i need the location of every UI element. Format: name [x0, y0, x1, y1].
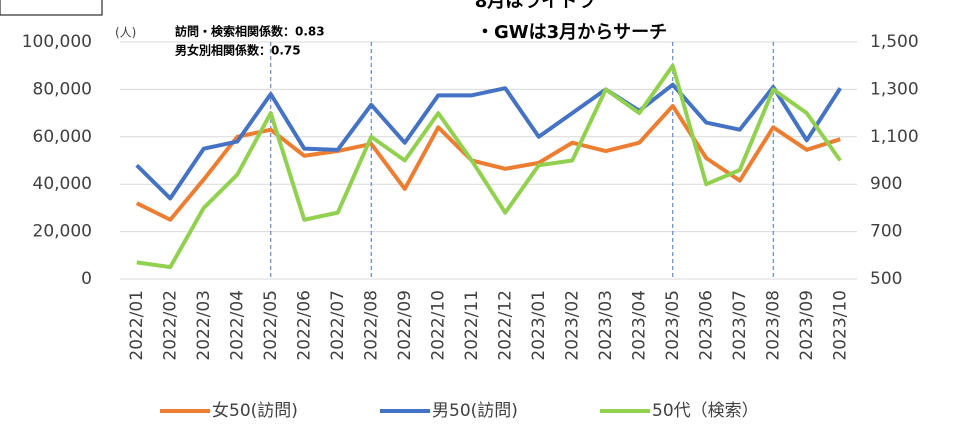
y-tick-label: 0 — [81, 269, 92, 289]
x-tick-label: 2023/08 — [763, 290, 783, 361]
x-tick-label: 2023/04 — [629, 290, 649, 361]
legend-label: 50代（検索） — [652, 401, 759, 421]
x-tick-label: 2023/01 — [529, 290, 549, 361]
y-tick-label: 100,000 — [22, 32, 92, 52]
annotation: 訪問・検索相関係数：0.83 — [175, 24, 325, 39]
x-tick-label: 2022/11 — [462, 290, 482, 361]
x-tick-label: 2022/03 — [194, 290, 214, 361]
x-tick-label: 2023/07 — [730, 290, 750, 361]
y2-tick-label: 500 — [870, 269, 902, 289]
series-line — [135, 82, 842, 201]
y2-tick-label: 1,500 — [870, 32, 919, 52]
x-tick-label: 2022/06 — [294, 290, 314, 361]
y-tick-label: 80,000 — [33, 79, 92, 99]
series-line — [135, 103, 841, 222]
y-unit: (人) — [115, 26, 136, 40]
x-tick-label: 2022/09 — [395, 290, 415, 361]
x-tick-label: 2022/05 — [261, 290, 281, 361]
series-line — [136, 63, 842, 270]
subtitle: ・GWは3月からサーチ — [476, 22, 667, 43]
x-tick-label: 2023/02 — [562, 290, 582, 361]
annotation: 男女別相関係数：0.75 — [175, 43, 301, 58]
x-tick-label: 2022/02 — [160, 290, 180, 361]
x-tick-label: 2022/04 — [227, 290, 247, 361]
y-tick-label: 40,000 — [33, 174, 92, 194]
y2-tick-label: 700 — [870, 222, 902, 242]
x-tick-label: 2023/03 — [596, 290, 616, 361]
x-tick-label: 2023/05 — [663, 290, 683, 361]
y2-tick-label: 1,300 — [870, 79, 919, 99]
x-tick-label: 2023/09 — [797, 290, 817, 361]
x-tick-label: 2023/10 — [830, 290, 850, 361]
top-note: 8月はライトラ — [475, 0, 596, 12]
y-tick-label: 60,000 — [33, 127, 92, 147]
y2-tick-label: 1,100 — [870, 127, 919, 147]
x-tick-label: 2022/07 — [328, 290, 348, 361]
x-tick-label: 2022/10 — [428, 290, 448, 361]
legend-label: 男50(訪問) — [432, 401, 518, 421]
x-tick-label: 2022/01 — [127, 290, 147, 361]
legend-label: 女50(訪問) — [212, 401, 298, 421]
x-tick-label: 2022/08 — [361, 290, 381, 361]
note-box — [0, 0, 103, 16]
y-tick-label: 20,000 — [33, 222, 92, 242]
x-tick-label: 2022/12 — [495, 290, 515, 361]
x-tick-label: 2023/06 — [696, 290, 716, 361]
y2-tick-label: 900 — [870, 174, 902, 194]
